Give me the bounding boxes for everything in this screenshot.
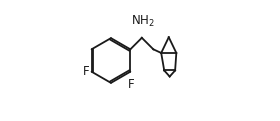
Text: F: F: [128, 78, 134, 91]
Text: NH$_2$: NH$_2$: [130, 14, 154, 29]
Text: F: F: [83, 65, 90, 78]
